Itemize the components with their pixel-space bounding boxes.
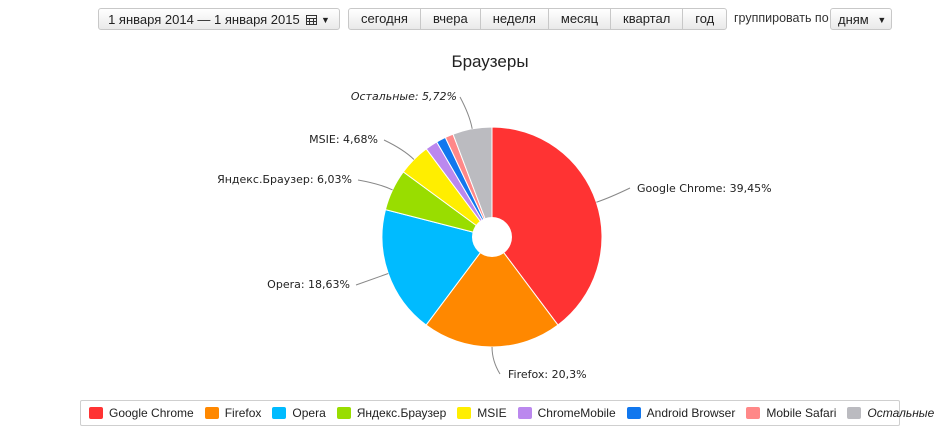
data-label: Opera: 18,63%: [267, 278, 350, 291]
legend-item[interactable]: Mobile Safari: [746, 406, 836, 420]
caret-down-icon: ▼: [877, 15, 887, 25]
caret-down-icon: ▼: [320, 15, 330, 25]
period-year-button[interactable]: год: [695, 11, 715, 26]
legend-label: ChromeMobile: [537, 406, 616, 420]
group-by-label: группировать по: [734, 11, 829, 25]
legend-label: Google Chrome: [109, 406, 194, 420]
legend-swatch: [517, 407, 532, 419]
legend-swatch: [746, 407, 761, 419]
legend-swatch: [272, 407, 287, 419]
period-today-button[interactable]: сегодня: [349, 9, 421, 29]
calendar-icon: [306, 10, 318, 32]
pie-slice-opera[interactable]: [381, 209, 493, 326]
label-connector: [383, 139, 415, 160]
chart-legend: Google Chrome Firefox Opera Яндекс.Браузер M…: [80, 400, 934, 426]
legend-item[interactable]: Остальные: [847, 406, 934, 420]
period-yesterday-button[interactable]: вчера: [421, 9, 481, 29]
data-label: MSIE: 4,68%: [309, 133, 378, 146]
legend-label: Остальные: [867, 406, 935, 420]
pie-slice-остальные[interactable]: [452, 126, 493, 238]
label-connector: [596, 187, 631, 203]
label-connector: [357, 179, 393, 191]
legend-label: Яндекс.Браузер: [356, 406, 447, 420]
legend-label: Opera: [292, 406, 326, 420]
legend-label: MSIE: [477, 406, 507, 420]
legend-swatch: [204, 407, 219, 419]
pie-slice-firefox[interactable]: [425, 236, 559, 348]
legend-label: Android Browser: [646, 406, 736, 420]
legend-swatch: [457, 407, 472, 419]
legend-swatch: [89, 407, 103, 419]
period-week-button[interactable]: неделя: [481, 9, 549, 29]
data-label: Google Chrome: 39,45%: [637, 182, 772, 195]
group-by-select[interactable]: дням ▼: [830, 8, 892, 30]
legend-item[interactable]: ChromeMobile: [517, 406, 616, 420]
data-label: Остальные: 5,72%: [351, 90, 457, 103]
group-by-value: дням: [838, 12, 869, 27]
legend-item[interactable]: Firefox: [204, 406, 262, 420]
legend-item[interactable]: Яндекс.Браузер: [336, 406, 447, 420]
legend-item[interactable]: Android Browser: [626, 406, 736, 420]
period-buttons: сегодня вчера неделя месяц квартал год: [348, 8, 728, 30]
label-connector: [491, 346, 501, 375]
legend-item[interactable]: MSIE: [457, 406, 507, 420]
legend-label: Firefox: [224, 406, 262, 420]
legend-item[interactable]: Google Chrome: [89, 406, 194, 420]
label-connector: [355, 273, 389, 286]
legend-label: Mobile Safari: [766, 406, 837, 420]
chart-title: Браузеры: [451, 52, 529, 71]
date-range-picker[interactable]: 1 января 2014 — 1 января 2015 ▼: [98, 8, 340, 30]
donut-hole: [472, 217, 512, 257]
period-quarter-button[interactable]: квартал: [611, 9, 684, 29]
legend-item[interactable]: Opera: [272, 406, 326, 420]
legend-swatch: [847, 407, 862, 419]
date-range-text: 1 января 2014 — 1 января 2015: [108, 12, 300, 27]
legend-swatch: [626, 407, 641, 419]
label-connector: [459, 96, 473, 129]
legend-swatch: [336, 407, 351, 419]
pie-chart: Google Chrome: 39,45% Firefox: 20,3% Opera…: [217, 90, 772, 381]
period-month-button[interactable]: месяц: [549, 9, 612, 29]
data-label: Firefox: 20,3%: [508, 368, 587, 381]
data-label: Яндекс.Браузер: 6,03%: [217, 173, 352, 186]
